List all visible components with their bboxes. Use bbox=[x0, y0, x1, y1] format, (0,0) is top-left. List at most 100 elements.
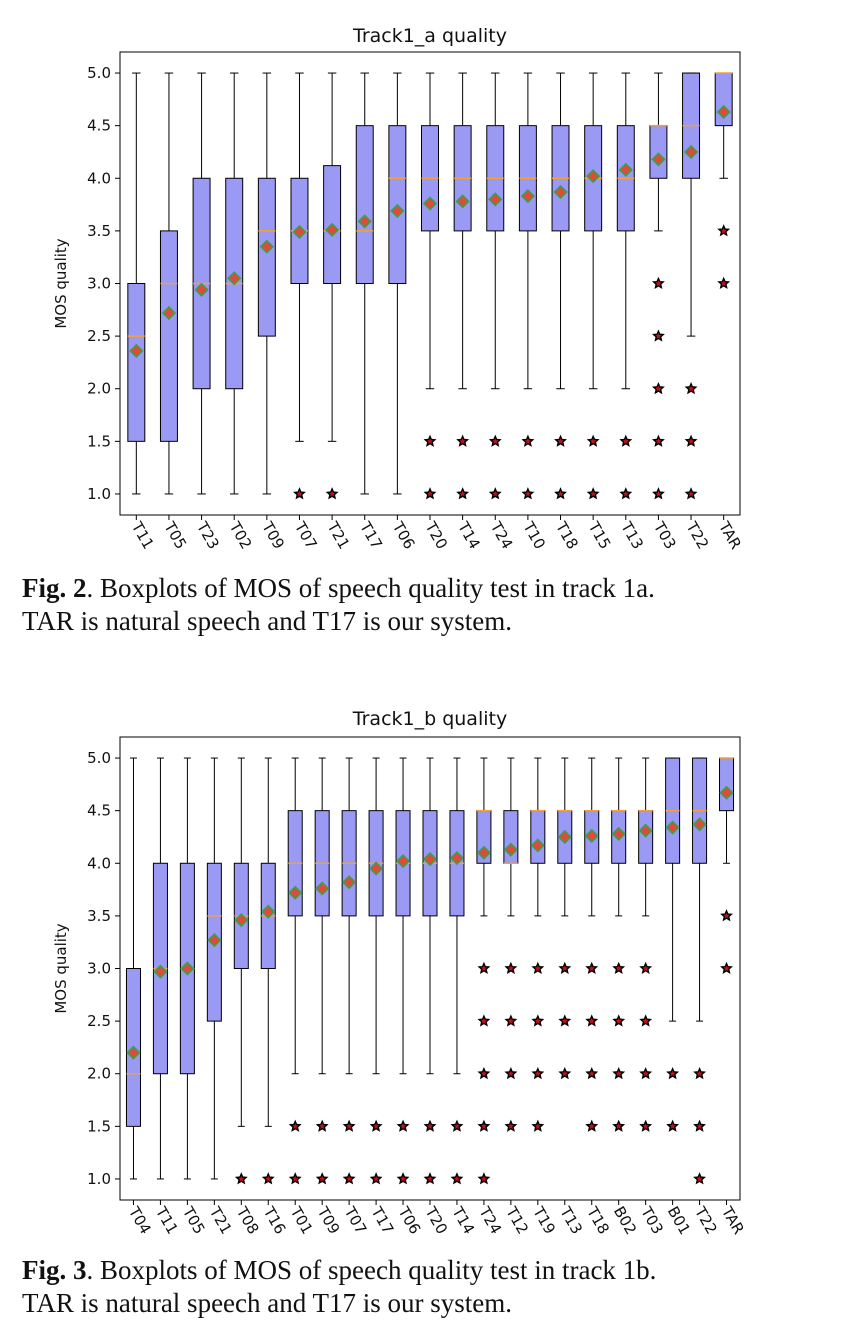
outlier-star bbox=[315, 1172, 329, 1185]
y-tick-label: 4.0 bbox=[87, 854, 111, 872]
outlier-star bbox=[396, 1172, 410, 1185]
x-tick-label: T07 bbox=[290, 518, 320, 552]
outlier-star bbox=[693, 1119, 707, 1132]
box-T18 bbox=[551, 72, 570, 500]
outlier-star bbox=[531, 1066, 545, 1080]
box-T20 bbox=[422, 757, 438, 1185]
outlier-star bbox=[619, 434, 633, 447]
y-tick-label: 2.0 bbox=[87, 380, 111, 398]
x-tick-label: T03 bbox=[637, 1203, 667, 1237]
mean-marker bbox=[618, 162, 633, 177]
box-T05 bbox=[159, 72, 178, 495]
plot-frame bbox=[119, 736, 741, 1201]
box-T14 bbox=[449, 757, 465, 1185]
outlier-star bbox=[693, 1172, 706, 1185]
box-T11 bbox=[152, 757, 168, 1180]
x-tick-label: T04 bbox=[124, 1203, 154, 1237]
outlier-star bbox=[666, 1119, 680, 1132]
y-tick-label: 5.0 bbox=[87, 749, 111, 767]
x-tick-label: T15 bbox=[584, 518, 614, 552]
box-T09 bbox=[257, 72, 276, 495]
y-tick-label: 1.0 bbox=[87, 485, 111, 503]
x-tick-label: T06 bbox=[394, 1203, 424, 1237]
box-T21 bbox=[323, 72, 342, 500]
outlier-star bbox=[369, 1119, 383, 1132]
y-tick-label: 3.5 bbox=[87, 907, 111, 925]
figure-3-caption: Fig. 3. Boxplots of MOS of speech qualit… bbox=[22, 1254, 822, 1320]
mean-marker bbox=[638, 823, 653, 838]
outlier-star bbox=[477, 961, 491, 974]
x-tick-label: T18 bbox=[551, 518, 581, 552]
mean-marker bbox=[557, 829, 572, 845]
y-tick-label: 2.0 bbox=[87, 1065, 111, 1083]
outlier-star bbox=[612, 961, 626, 974]
x-tick-label: B02 bbox=[610, 1203, 640, 1237]
box-T09 bbox=[314, 757, 330, 1185]
outlier-star bbox=[423, 487, 437, 500]
outlier-star bbox=[342, 1172, 356, 1185]
boxplot-chart-track1b: Track1_b quality MOS quality 1.0 1.5 2.0 2.5 3… bbox=[52, 708, 748, 1238]
outlier-star bbox=[639, 961, 653, 974]
y-tick-label: 4.5 bbox=[87, 117, 111, 135]
outlier-star bbox=[504, 1066, 518, 1080]
outlier-star bbox=[619, 487, 633, 500]
mean-marker bbox=[553, 184, 568, 200]
y-tick-label: 5.0 bbox=[87, 64, 111, 82]
mean-marker bbox=[292, 224, 307, 240]
mean-marker bbox=[126, 1045, 141, 1060]
x-tick-label: T12 bbox=[502, 1203, 532, 1237]
plot-frame bbox=[119, 51, 741, 516]
y-tick-label: 1.5 bbox=[87, 1117, 111, 1135]
box-T18 bbox=[584, 757, 600, 1132]
chart-title: Track1_b quality bbox=[352, 708, 507, 730]
outlier-star bbox=[684, 381, 698, 395]
figure-2-caption-text: . Boxplots of MOS of speech quality test… bbox=[86, 573, 655, 603]
y-axis-label: MOS quality bbox=[52, 923, 70, 1013]
box-T11 bbox=[127, 72, 146, 495]
figure-3: Track1_b quality MOS quality 1.0 1.5 2.0 2.5 3… bbox=[0, 690, 848, 1330]
x-tick-label: T14 bbox=[448, 1203, 478, 1237]
figure-2-label: Fig. 2 bbox=[22, 573, 87, 603]
box-TAR bbox=[714, 72, 733, 289]
outlier-star bbox=[488, 487, 502, 500]
figure-3-caption-line2: TAR is natural speech and T17 is our sys… bbox=[22, 1288, 513, 1318]
outlier-star bbox=[639, 1066, 653, 1080]
outlier-star bbox=[651, 381, 665, 395]
y-tick-label: 3.5 bbox=[87, 222, 111, 240]
x-tick-label: T06 bbox=[388, 518, 418, 552]
x-tick-label: T20 bbox=[421, 1203, 451, 1237]
outlier-star bbox=[651, 329, 665, 342]
outlier-star bbox=[477, 1172, 491, 1185]
x-tick-label: T18 bbox=[583, 1203, 613, 1237]
outlier-star bbox=[639, 1014, 653, 1027]
mean-marker bbox=[153, 964, 168, 979]
outlier-star bbox=[531, 1014, 545, 1027]
x-tick-label: T22 bbox=[691, 1203, 721, 1237]
mean-marker bbox=[129, 343, 144, 358]
box-T10 bbox=[518, 72, 537, 500]
mean-marker bbox=[611, 826, 626, 841]
outlier-star bbox=[717, 224, 731, 237]
outlier-star bbox=[585, 1119, 599, 1132]
x-tick-label: T09 bbox=[258, 518, 288, 552]
box-T16 bbox=[260, 757, 276, 1185]
mean-marker bbox=[520, 189, 536, 204]
outlier-star bbox=[612, 1066, 626, 1080]
outlier-star bbox=[612, 1014, 626, 1027]
box-T03 bbox=[638, 757, 654, 1132]
outlier-star bbox=[684, 487, 698, 500]
outlier-star bbox=[456, 487, 470, 500]
outlier-star bbox=[651, 434, 665, 447]
outlier-star bbox=[477, 1014, 491, 1027]
box-T07 bbox=[341, 757, 357, 1185]
box-T15 bbox=[584, 72, 603, 500]
outlier-star bbox=[666, 1066, 680, 1080]
x-tick-label: T17 bbox=[367, 1203, 397, 1237]
x-tick-label: T05 bbox=[178, 1203, 208, 1237]
y-tick-label: 4.5 bbox=[87, 802, 111, 820]
mean-marker bbox=[261, 904, 276, 919]
outlier-star bbox=[423, 434, 437, 447]
x-tick-label: T01 bbox=[286, 1203, 316, 1237]
box-T17 bbox=[355, 72, 374, 495]
figure-3-caption-text: . Boxplots of MOS of speech quality test… bbox=[86, 1255, 657, 1285]
